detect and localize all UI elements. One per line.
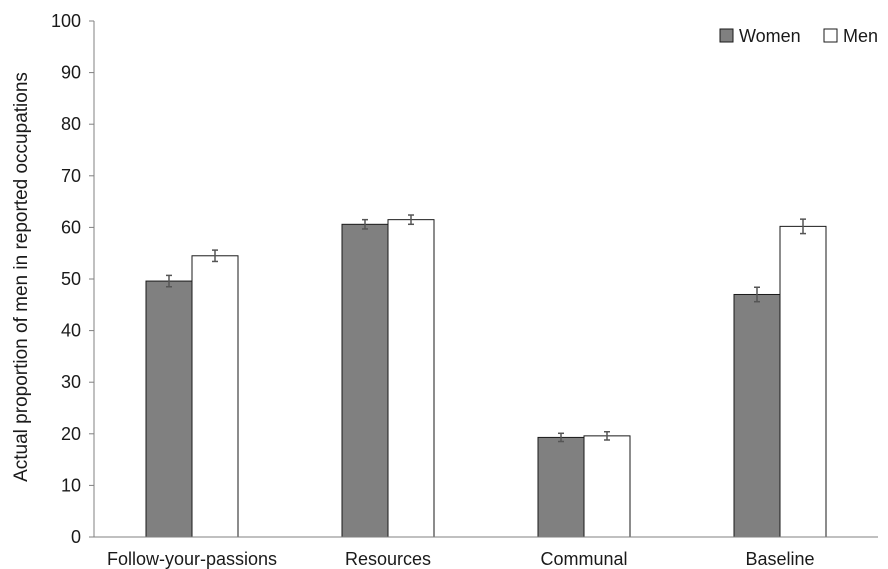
error-bar (212, 249, 218, 263)
y-tick-label: 20 (61, 424, 81, 444)
y-axis-title: Actual proportion of men in reported occ… (11, 72, 32, 482)
error-bar (558, 432, 564, 443)
x-tick-label: Resources (345, 549, 431, 569)
bar-men-follow-your-passions (191, 255, 239, 538)
bar-women-baseline (733, 293, 781, 538)
error-bar (800, 218, 806, 235)
y-tick-label: 90 (61, 63, 81, 83)
legend-label-men: Men (843, 26, 878, 46)
bar-women-follow-your-passions (145, 280, 193, 538)
error-bars (166, 214, 806, 443)
x-tick-label: Baseline (745, 549, 814, 569)
bar-men-baseline (779, 225, 827, 538)
y-axis-ticks: 0 10 20 30 40 50 60 70 80 90 100 (51, 11, 94, 547)
y-tick-label: 60 (61, 217, 81, 237)
y-tick-label: 70 (61, 166, 81, 186)
y-tick-label: 10 (61, 475, 81, 495)
bar-men-communal (583, 435, 631, 538)
error-bar (166, 274, 172, 288)
y-tick-label: 80 (61, 114, 81, 134)
legend-swatch-men (823, 28, 838, 43)
error-bar (362, 218, 368, 230)
error-bar (604, 430, 610, 441)
y-tick-label: 30 (61, 372, 81, 392)
legend-label-women: Women (739, 26, 801, 46)
legend: Women Men (719, 26, 878, 46)
bar-women-communal (537, 436, 585, 538)
y-tick-label: 40 (61, 321, 81, 341)
x-axis-ticks: Follow-your-passions Resources Communal Bas… (107, 549, 815, 569)
y-tick-label: 50 (61, 269, 81, 289)
error-bar (754, 286, 760, 303)
bars (145, 219, 827, 538)
y-tick-label: 0 (71, 527, 81, 547)
bar-men-resources (387, 219, 435, 538)
x-tick-label: Communal (540, 549, 627, 569)
error-bar (408, 214, 414, 226)
y-tick-label: 100 (51, 11, 81, 31)
bar-women-resources (341, 223, 389, 538)
legend-swatch-women (719, 28, 734, 43)
x-tick-label: Follow-your-passions (107, 549, 277, 569)
